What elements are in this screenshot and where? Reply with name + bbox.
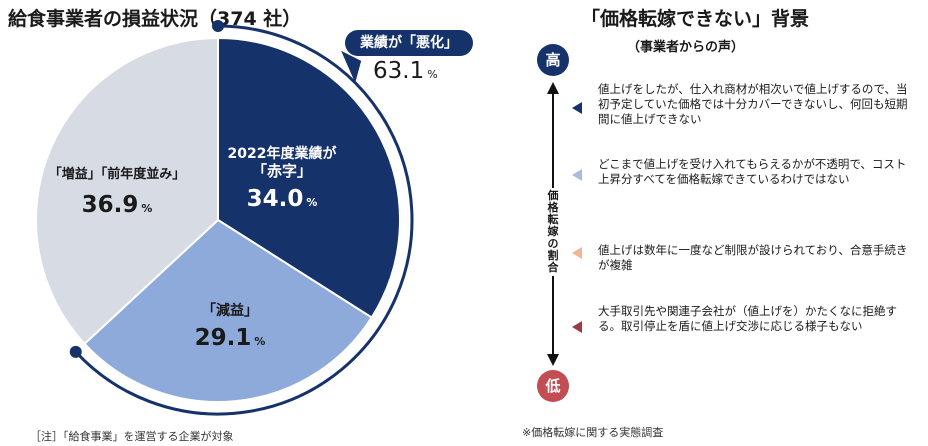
triangle-marker-icon — [572, 102, 582, 114]
increase-flat-value: 36.9% — [81, 192, 153, 218]
arrow-up-icon — [547, 82, 559, 94]
pass-through-rate-axis-label: 価格転嫁の割合 — [546, 188, 560, 276]
high-marker: 高 — [537, 44, 569, 76]
worsened-callout-pointer — [341, 50, 362, 83]
chart-title: 給食事業者の損益状況（374 社） — [8, 8, 302, 30]
pie-chart — [35, 20, 414, 416]
worsened-value: 63.1% — [373, 58, 438, 84]
triangle-marker-icon — [572, 321, 582, 333]
reason-text: どこまで値上げを受け入れてもらえるかが不透明で、コスト上昇分すべてを価格転嫁でき… — [598, 157, 907, 186]
worsened-arc-end-dot — [69, 345, 82, 358]
decline-value: 29.1% — [194, 325, 266, 351]
low-marker: 低 — [537, 370, 569, 402]
worsened-arc — [74, 24, 414, 416]
reasons-title: 「価格転嫁できない」背景 — [581, 8, 810, 30]
reason-text: 値上げをしたが、仕入れ商材が相次いで値上げするので、当初予定していた価格では十分… — [598, 82, 908, 126]
deficit-value: 34.0% — [246, 186, 318, 212]
reason-text: 値上げは数年に一度など制限が設けられており、合意手続きが複雑 — [598, 243, 908, 272]
deficit-label-line1: 2022年度業績が — [227, 146, 337, 162]
reason-text: 大手取引先や関連子会社が（値上げを）かたくなに拒絶する。取引停止を盾に値上げ交渉… — [598, 304, 897, 333]
increase-flat-label: 「増益」「前年度並み」 — [48, 167, 186, 182]
triangle-marker-icon — [572, 169, 582, 181]
pie-slice-increase-flat — [35, 36, 219, 346]
pie-slice-decline — [83, 218, 374, 403]
decline-label: 「減益」 — [202, 303, 258, 319]
deficit-label-line2: 「赤字」 — [251, 162, 312, 180]
worsened-arc-end-dot — [212, 20, 224, 32]
reasons-subtitle: （事業者からの声） — [627, 40, 745, 55]
survey-note: ※価格転嫁に関する実態調査 — [522, 426, 664, 439]
pie-slice-deficit — [217, 36, 401, 319]
arrow-down-icon — [547, 354, 559, 366]
triangle-marker-icon — [572, 247, 582, 259]
worsened-badge: 業績が「悪化」 — [345, 30, 473, 56]
footnote: ［注］「給食事業」を運営する企業が対象 — [30, 430, 234, 443]
